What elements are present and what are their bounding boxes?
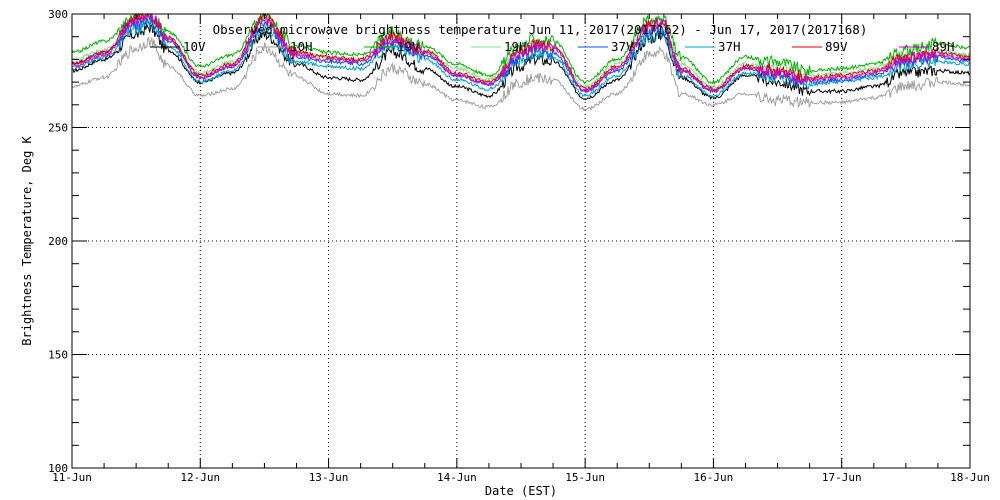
y-tick-label: 250 [48,122,68,135]
y-axis-title: Brightness Temperature, Deg K [20,135,34,345]
legend-label-89h: 89H [932,39,955,54]
x-tick-label: 14-Jun [437,471,477,484]
series-lines [71,12,971,112]
y-tick-label: 150 [48,349,68,362]
x-tick-label: 13-Jun [309,471,349,484]
series-line-10h [71,36,971,112]
grid-lines [72,14,970,468]
x-tick-label: 17-Jun [822,471,862,484]
x-tick-label: 15-Jun [565,471,605,484]
series-line-37h [71,16,971,99]
legend-label-19h: 19H [504,39,527,54]
series-line-10v [71,22,971,101]
x-tick-label: 12-Jun [180,471,220,484]
legend: 10V 10H 19V 19H 37V 37H 89V 89H [150,39,955,54]
y-tick-label: 200 [48,235,68,248]
x-tick-label: 18-Jun [950,471,990,484]
x-axis-title: Date (EST) [485,484,557,498]
axis-ticks [71,13,971,469]
tick-labels: 11-Jun 12-Jun 13-Jun 14-Jun 15-Jun 16-Jun 17-J… [48,8,990,484]
legend-label-10v: 10V [183,39,206,54]
chart-title: Observed microwave brightness temperatur… [213,22,868,37]
series-line-89h [72,12,971,94]
series-line-19h [71,13,971,90]
legend-label-89v: 89V [825,39,848,54]
legend-label-10h: 10H [290,39,313,54]
x-tick-label: 16-Jun [694,471,734,484]
legend-label-37h: 37H [718,39,741,54]
legend-label-19v: 19V [397,39,420,54]
x-tick-label: 11-Jun [52,471,92,484]
y-tick-label: 300 [48,8,68,21]
y-tick-label: 100 [48,462,68,475]
legend-label-37v: 37V [611,39,634,54]
